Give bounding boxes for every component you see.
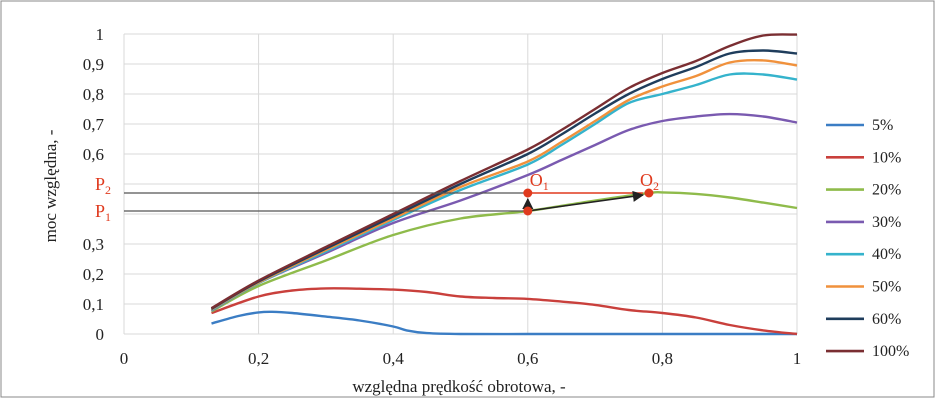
annotation-labels: P2 P1 O1 O2 [95,170,659,224]
series-line-5pct [211,310,797,336]
legend-label-30pct: 30% [872,214,901,231]
o1-point [523,188,533,198]
o1-label: O1 [530,170,549,193]
legend-label-5pct: 5% [872,117,893,134]
legend: 5% 10% 20% 30% 40% 50% 60% 100% [826,117,909,360]
y-tick-label-1: 0,1 [83,295,104,314]
y-axis-label: moc względna, - [41,129,60,242]
legend-label-60pct: 60% [872,311,901,328]
start-point [523,206,533,216]
p1-label: P1 [95,201,111,224]
legend-label-10pct: 10% [872,149,901,166]
series-line-40pct [210,72,798,312]
series-line-60pct [210,49,798,310]
x-tick-label-3: 0,6 [517,349,538,368]
series-line-30pct [210,112,798,312]
o2-point [644,188,654,198]
y-tick-label-2: 0,2 [83,265,104,284]
series-line-100pct [210,33,798,310]
p2-label: P2 [95,174,111,197]
y-tick-label-7: 0,7 [83,115,105,134]
y-tick-label-10: 1 [96,25,105,44]
legend-label-50pct: 50% [872,279,901,296]
x-tick-label-5: 1 [793,349,802,368]
y-tick-label-9: 0,9 [83,55,104,74]
series-lines [210,33,798,336]
x-tick-label-0: 0 [120,349,129,368]
y-tick-label-6: 0,6 [83,145,104,164]
x-tick-label-2: 0,4 [383,349,405,368]
annotation-lines [124,188,654,216]
tick-labels: 0 0,2 0,4 0,6 0,8 1 0 0,1 0,2 0,3 0,6 0,7 0,8 0,9 1 [83,25,802,368]
y-tick-label-0: 0 [96,325,105,344]
diagonal-arrow [527,190,645,212]
legend-label-20pct: 20% [872,182,901,199]
series-line-20pct [210,190,798,313]
y-tick-label-3: 0,3 [83,235,104,254]
series-line-50pct [210,58,798,311]
o2-label: O2 [640,170,659,193]
x-tick-label-1: 0,2 [248,349,269,368]
legend-label-40pct: 40% [872,246,901,263]
series-line-10pct [211,287,798,336]
x-axis-label: względna prędkość obrotowa, - [352,377,566,396]
y-tick-label-8: 0,8 [83,85,104,104]
x-tick-label-4: 0,8 [652,349,673,368]
legend-label-100pct: 100% [872,343,909,360]
